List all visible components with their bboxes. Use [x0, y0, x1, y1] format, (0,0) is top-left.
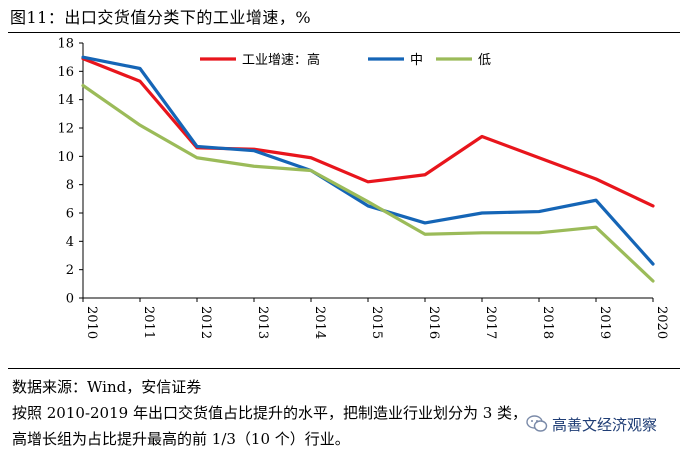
- x-tick-label: 2013: [255, 306, 270, 339]
- y-tick-label: 10: [57, 150, 74, 165]
- x-tick-label: 2011: [141, 306, 156, 339]
- y-tick-label: 18: [57, 37, 74, 52]
- y-tick-label: 14: [57, 93, 74, 108]
- x-tick-label: 2017: [483, 306, 498, 339]
- legend-label: 工业增速：高: [242, 52, 320, 68]
- watermark-text: 高善文经济观察: [552, 415, 658, 434]
- y-tick-label: 0: [66, 292, 74, 307]
- y-axis: 0 2 4 6 8 10 12 14 16 18: [57, 37, 84, 307]
- note-line: 高增长组为占比提升最高的前 1/3（10 个）行业。: [12, 430, 350, 448]
- series-lines: [81, 55, 655, 283]
- figure-title: 图11：出口交货值分类下的工业增速，%: [10, 8, 312, 27]
- series-line: [81, 55, 655, 266]
- note-line: 按照 2010-2019 年出口交货值占比提升的水平，把制造业行业划分为 3 类…: [12, 404, 528, 422]
- y-tick-label: 2: [66, 263, 74, 278]
- x-tick-label: 2015: [369, 306, 384, 339]
- legend: 工业增速：高 中 低: [200, 52, 491, 68]
- x-tick-label: 2012: [198, 306, 213, 339]
- legend-label: 中: [410, 53, 423, 68]
- y-tick-label: 4: [66, 235, 74, 250]
- series-line: [81, 83, 655, 283]
- note: 按照 2010-2019 年出口交货值占比提升的水平，把制造业行业划分为 3 类…: [12, 400, 662, 452]
- line-chart: 0 2 4 6 8 10 12 14 16 18 2010 2011 2012 2013 2014 2015…: [57, 37, 669, 340]
- y-tick-label: 12: [57, 122, 74, 137]
- y-tick-label: 6: [66, 207, 74, 222]
- watermark: 高善文经济观察: [522, 412, 662, 436]
- wechat-icon: [526, 415, 548, 432]
- y-tick-label: 16: [57, 65, 74, 80]
- x-tick-label: 2020: [654, 306, 669, 339]
- x-tick-label: 2016: [426, 306, 441, 339]
- bottom-rule: [8, 368, 680, 369]
- x-tick-label: 2010: [84, 306, 99, 339]
- source-text: 数据来源：Wind，安信证券: [12, 378, 202, 396]
- legend-label: 低: [478, 53, 491, 68]
- x-tick-label: 2019: [597, 306, 612, 339]
- y-tick-label: 8: [66, 178, 74, 193]
- x-tick-label: 2018: [540, 306, 555, 339]
- x-axis: 2010 2011 2012 2013 2014 2015 2016 2017 2018 2019…: [82, 297, 669, 339]
- x-tick-label: 2014: [312, 306, 327, 339]
- series-line: [81, 56, 655, 208]
- top-rule: [8, 32, 680, 33]
